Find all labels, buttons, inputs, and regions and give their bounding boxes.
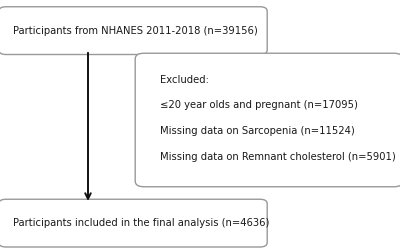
- Text: Excluded:: Excluded:: [160, 74, 209, 85]
- FancyBboxPatch shape: [135, 53, 400, 187]
- FancyBboxPatch shape: [0, 199, 267, 247]
- Text: ≤20 year olds and pregnant (n=17095): ≤20 year olds and pregnant (n=17095): [160, 100, 358, 110]
- Text: Missing data on Sarcopenia (n=11524): Missing data on Sarcopenia (n=11524): [160, 126, 355, 136]
- Text: Missing data on Remnant cholesterol (n=5901): Missing data on Remnant cholesterol (n=5…: [160, 152, 396, 162]
- Text: Participants from NHANES 2011-2018 (n=39156): Participants from NHANES 2011-2018 (n=39…: [13, 26, 258, 36]
- FancyBboxPatch shape: [0, 7, 267, 54]
- Text: Participants included in the final analysis (n=4636): Participants included in the final analy…: [13, 218, 270, 228]
